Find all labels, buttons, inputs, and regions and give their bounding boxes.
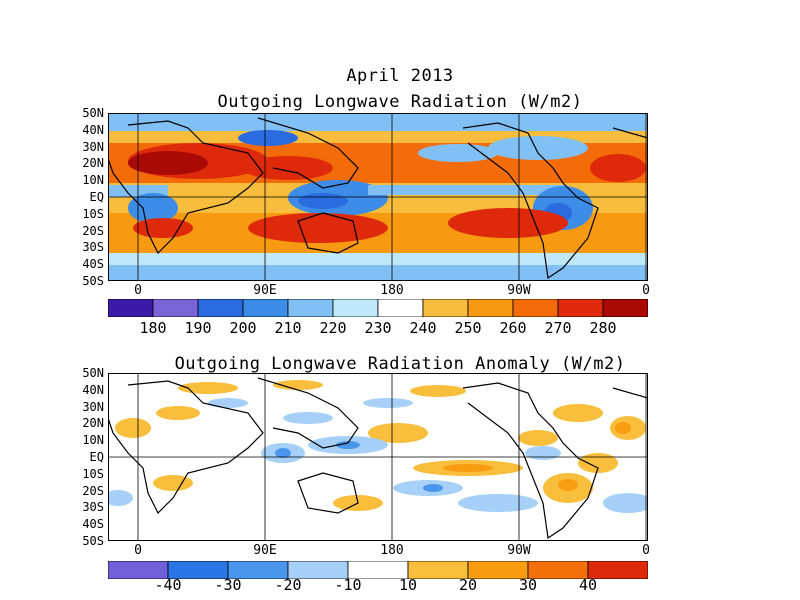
period-title: April 2013: [346, 66, 454, 86]
longitude-label: 90E: [253, 543, 277, 558]
colorbar-swatch: [467, 299, 514, 317]
colorbar-label: 230: [364, 319, 392, 337]
colorbar-label: 190: [184, 319, 212, 337]
colorbar-label: 40: [578, 576, 598, 594]
longitude-label: 0: [642, 283, 650, 298]
latitude-label: 10S: [82, 466, 104, 481]
latitude-label: 20N: [82, 416, 104, 431]
olr-map: [108, 113, 648, 281]
olr-map-frame: [108, 113, 648, 281]
longitude-label: 0: [642, 543, 650, 558]
colorbar-label: -20: [274, 576, 302, 594]
colorbar-swatch: [557, 299, 604, 317]
longitude-label: 90W: [507, 283, 531, 298]
longitude-label: 90W: [507, 543, 531, 558]
longitude-label: 0: [134, 283, 142, 298]
colorbar-label: 220: [319, 319, 347, 337]
latitude-label: 20N: [82, 156, 104, 171]
longitude-label: 90E: [253, 283, 277, 298]
olr-band-n-high: [108, 113, 648, 131]
latitude-label: 20S: [82, 223, 104, 238]
colorbar-swatch: [422, 299, 469, 317]
colorbar-label: 180: [139, 319, 167, 337]
longitude-label: 0: [134, 543, 142, 558]
colorbar-swatch: [512, 299, 559, 317]
latitude-label: 40N: [82, 122, 104, 137]
colorbar-swatch: [377, 299, 424, 317]
colorbar-label: -30: [214, 576, 242, 594]
colorbar-label: 280: [589, 319, 617, 337]
colorbar-swatch: [602, 299, 648, 317]
colorbar-swatch: [152, 299, 199, 317]
colorbar-label: 250: [454, 319, 482, 337]
colorbar-label: 200: [229, 319, 257, 337]
colorbar-label: 270: [544, 319, 572, 337]
latitude-label: 10N: [82, 173, 104, 188]
olr-coastlines: [108, 117, 648, 280]
colorbar-swatch: [587, 561, 648, 579]
latitude-label: 50S: [82, 534, 104, 548]
olr-itcz: [368, 185, 568, 195]
latitude-label: 20S: [82, 483, 104, 498]
anomaly-map: [108, 373, 648, 541]
anomaly-map-title: Outgoing Longwave Radiation Anomaly (W/m…: [174, 354, 626, 374]
anomaly-gridlines: [108, 373, 648, 541]
colorbar-label: 30: [518, 576, 538, 594]
olr-gridlines: [108, 113, 648, 281]
colorbar-swatch: [197, 299, 244, 317]
olr-colorbar: [108, 299, 648, 317]
latitude-label: 40N: [82, 382, 104, 397]
latitude-label: 40S: [82, 517, 104, 532]
latitude-label: 10N: [82, 433, 104, 448]
latitude-label: 50S: [82, 274, 104, 288]
colorbar-label: 240: [409, 319, 437, 337]
latitude-label: 30N: [82, 399, 104, 414]
latitude-label: 10S: [82, 206, 104, 221]
olr-tibet-min: [238, 130, 298, 146]
latitude-label: EQ: [89, 450, 104, 464]
anomaly-positive-patches: [115, 380, 646, 511]
colorbar-label: 260: [499, 319, 527, 337]
longitude-label: 180: [380, 543, 404, 558]
longitude-label: 180: [380, 283, 404, 298]
colorbar-label: -10: [334, 576, 362, 594]
latitude-label: 30N: [82, 139, 104, 154]
olr-africa-convection: [128, 193, 178, 223]
colorbar-swatch: [332, 299, 379, 317]
latitude-label: 30S: [82, 240, 104, 255]
latitude-label: EQ: [89, 190, 104, 204]
latitude-label: 50N: [82, 106, 104, 120]
anomaly-map-frame: [108, 373, 648, 541]
colorbar-swatch: [287, 299, 334, 317]
colorbar-label: 20: [458, 576, 478, 594]
anomaly-coastlines: [108, 377, 648, 540]
latitude-label: 30S: [82, 500, 104, 515]
latitude-label: 40S: [82, 257, 104, 272]
colorbar-swatch: [108, 299, 154, 317]
colorbar-label: 10: [398, 576, 418, 594]
olr-map-title: Outgoing Longwave Radiation (W/m2): [217, 92, 583, 112]
colorbar-label: -40: [154, 576, 182, 594]
latitude-label: 50N: [82, 366, 104, 380]
colorbar-label: 210: [274, 319, 302, 337]
colorbar-swatch: [242, 299, 289, 317]
anomaly-colorbar: [108, 561, 648, 579]
